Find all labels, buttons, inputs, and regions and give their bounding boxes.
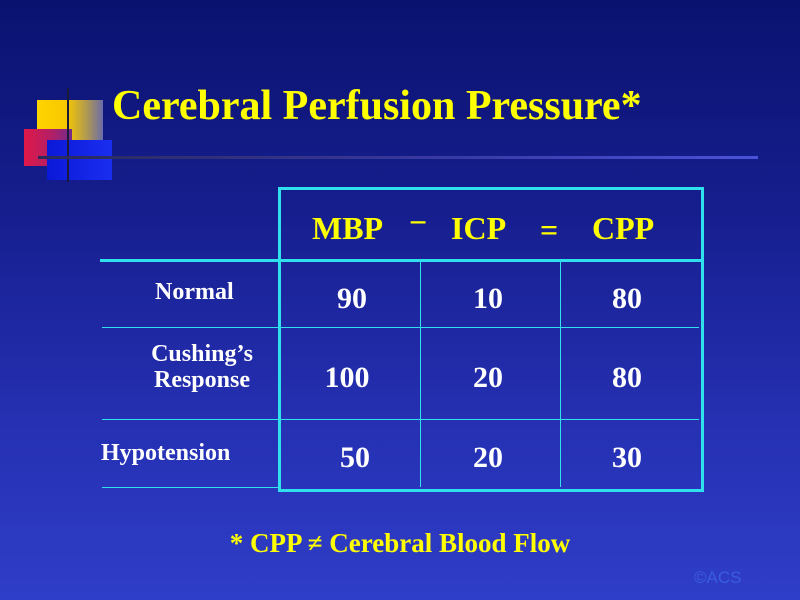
row-divider xyxy=(102,487,278,488)
cell-cushings-cpp: 80 xyxy=(612,361,642,394)
header-cpp: CPP xyxy=(592,210,655,246)
cell-normal-mbp: 90 xyxy=(337,282,367,315)
row-label-cushings: Cushing’s Response xyxy=(135,341,269,394)
cell-hypotension-mbp: 50 xyxy=(340,441,370,474)
row-label-cushings-line2: Response xyxy=(153,367,250,394)
column-divider xyxy=(560,262,561,487)
header-icp: ICP xyxy=(451,210,507,246)
decor-vertical-line xyxy=(67,88,69,182)
cell-hypotension-cpp: 30 xyxy=(612,441,642,474)
cell-cushings-mbp: 100 xyxy=(324,361,370,394)
header-equals: = xyxy=(540,212,559,248)
footnote: * CPP ≠ Cerebral Blood Flow xyxy=(229,528,571,558)
header-minus: − xyxy=(409,204,428,240)
row-label-cushings-line1: Cushing’s xyxy=(151,341,253,367)
row-divider xyxy=(102,419,699,420)
copyright-notice: ©ACS xyxy=(694,568,742,587)
header-separator xyxy=(100,259,701,262)
cell-normal-icp: 10 xyxy=(473,282,503,315)
decor-blue-square xyxy=(47,140,112,180)
cell-cushings-icp: 20 xyxy=(473,361,503,394)
title-underline xyxy=(38,156,758,159)
table-frame xyxy=(278,187,704,492)
row-divider xyxy=(102,327,699,328)
header-mbp: MBP xyxy=(312,210,384,246)
cell-hypotension-icp: 20 xyxy=(473,441,503,474)
cell-normal-cpp: 80 xyxy=(612,282,642,315)
column-divider xyxy=(420,262,421,487)
row-label-hypotension: Hypotension xyxy=(101,440,231,466)
slide-title: Cerebral Perfusion Pressure* xyxy=(112,83,642,129)
row-label-normal: Normal xyxy=(155,279,234,305)
